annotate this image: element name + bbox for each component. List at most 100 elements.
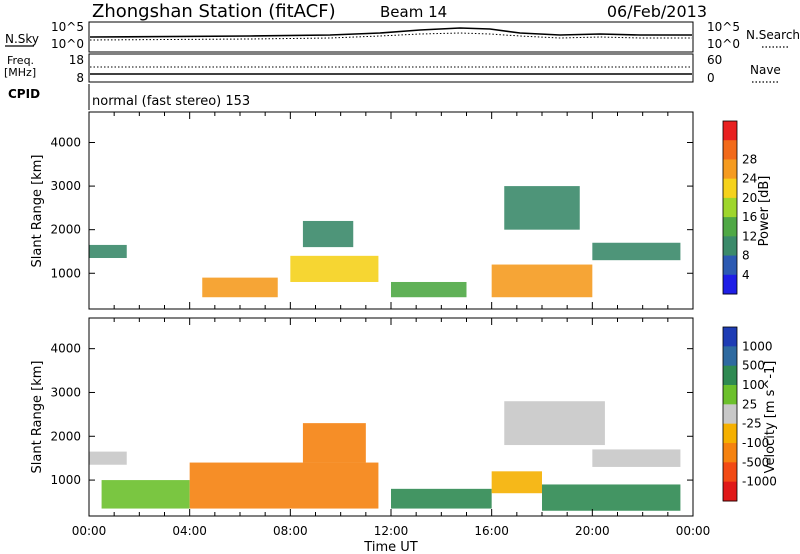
power-panel: Slant Range [km] 1000 2000 3000 4000 4 8 12 16… — [30, 111, 772, 310]
power-region-0 — [89, 244, 127, 259]
power-colorbar-tick-1: 8 — [742, 249, 750, 263]
velocity-region-4 — [391, 488, 492, 509]
x-tick-label-5: 20:00 — [575, 524, 610, 538]
noise-tick-right-top: 10^5 — [707, 20, 740, 34]
velocity-ylabel: Slant Range [km] — [30, 361, 45, 474]
freq-label-line1: Freq. — [7, 54, 34, 67]
power-colorbar-swatch-8 — [723, 274, 737, 295]
noise-left-label: N.Sky — [5, 32, 39, 46]
velocity-yticks: 1000 2000 3000 4000 — [50, 342, 693, 487]
velocity-colorbar-swatch-7 — [723, 462, 737, 483]
power-region-5 — [491, 264, 593, 298]
velocity-colorbar-tick-6: -500 — [742, 455, 769, 469]
freq-label-line2: [MHz] — [4, 66, 36, 79]
x-tick-label-2: 08:00 — [273, 524, 308, 538]
x-tick-label-0: 00:00 — [72, 524, 107, 538]
date-label: 06/Feb/2013 — [607, 2, 707, 21]
x-tick-label-4: 16:00 — [474, 524, 509, 538]
velocity-colorbar-swatch-3 — [723, 385, 737, 405]
power-ytick-label-3: 4000 — [50, 136, 81, 150]
velocity-data-layer — [89, 401, 681, 511]
cpid-mode-text: normal (fast stereo) 153 — [92, 94, 250, 109]
velocity-colorbar-swatch-0 — [723, 327, 737, 347]
power-data-layer — [89, 186, 681, 298]
velocity-region-3 — [302, 423, 366, 463]
x-tick-label-6: 00:00 — [676, 524, 711, 538]
power-colorbar-label: Power [dB] — [757, 176, 772, 247]
velocity-x-minor-ticks — [88, 318, 694, 516]
power-colorbar-swatch-3 — [723, 178, 737, 199]
station-title: Zhongshan Station (fitACF) — [92, 1, 336, 22]
velocity-region-8 — [592, 449, 681, 467]
power-ytick-label-0: 1000 — [50, 266, 81, 280]
velocity-region-6 — [504, 401, 605, 446]
velocity-region-5 — [491, 471, 542, 494]
velocity-ytick-label-1: 2000 — [50, 429, 81, 443]
power-ytick-label-2: 3000 — [50, 179, 81, 193]
power-colorbar-tick-5: 24 — [742, 172, 757, 186]
velocity-colorbar-tick-7: -1000 — [742, 475, 777, 489]
power-region-6 — [504, 186, 580, 230]
noise-tick-right-bottom: 10^0 — [707, 37, 740, 51]
power-region-4 — [391, 281, 467, 298]
velocity-colorbar-tick-0: 1000 — [742, 339, 773, 353]
noise-tick-left-bottom: 10^0 — [51, 37, 84, 51]
power-colorbar-tick-2: 12 — [742, 229, 757, 243]
power-colorbar-swatch-6 — [723, 236, 737, 257]
power-colorbar-tick-0: 4 — [742, 268, 750, 282]
power-region-7 — [592, 242, 681, 261]
noise-sky-line — [89, 27, 692, 38]
velocity-colorbar-frame — [722, 326, 738, 502]
velocity-ytick-label-3: 4000 — [50, 342, 81, 356]
velocity-colorbar-swatch-4 — [723, 404, 737, 425]
power-colorbar-swatch-0 — [723, 121, 737, 141]
noise-panel: N.Sky 10^5 10^0 10^5 10^0 N.Search — [5, 20, 800, 53]
cpid-panel: CPID normal (fast stereo) 153 — [8, 84, 250, 110]
x-tick-label-1: 04:00 — [172, 524, 207, 538]
velocity-colorbar-swatch-2 — [723, 365, 737, 386]
velocity-region-2 — [189, 462, 379, 509]
velocity-xticks: 00:00 04:00 08:00 12:00 16:00 20:00 00:00 — [72, 524, 711, 538]
power-colorbar-swatch-1 — [723, 140, 737, 160]
beam-label: Beam 14 — [380, 3, 447, 21]
velocity-region-7 — [542, 484, 681, 511]
power-colorbar-tick-6: 28 — [742, 152, 757, 166]
power-colorbar: 4 8 12 16 20 24 28 — [722, 120, 757, 295]
velocity-colorbar-tick-1: 500 — [742, 359, 765, 373]
velocity-colorbar-swatch-5 — [723, 423, 737, 444]
velocity-colorbar-swatch-1 — [723, 346, 737, 367]
velocity-colorbar-tick-3: 25 — [742, 397, 757, 411]
velocity-region-1 — [101, 480, 190, 509]
velocity-colorbar-label: Velocity [m s^-1] — [763, 361, 778, 474]
velocity-colorbar-tick-5: -100 — [742, 436, 769, 450]
velocity-colorbar-swatch-6 — [723, 443, 737, 463]
power-frame — [88, 111, 694, 310]
noise-tick-left-top: 10^5 — [51, 20, 84, 34]
power-yticks: 1000 2000 3000 4000 — [50, 136, 693, 280]
freq-tick-right-top: 60 — [707, 53, 722, 67]
velocity-ytick-label-2: 3000 — [50, 385, 81, 399]
noise-search-line — [89, 32, 692, 41]
power-colorbar-swatch-4 — [723, 197, 737, 218]
nave-label: Nave — [750, 63, 781, 77]
power-colorbar-tick-4: 20 — [742, 191, 757, 205]
x-axis-label: Time UT — [363, 540, 417, 554]
power-x-minor-ticks — [88, 112, 694, 309]
freq-tick-left-bottom: 8 — [76, 71, 84, 85]
velocity-colorbar-tick-2: 100 — [742, 378, 765, 392]
frequency-panel: Freq. [MHz] 18 8 60 0 Nave — [4, 53, 781, 85]
velocity-panel: Slant Range [km] 1000 2000 3000 4000 1000 50… — [30, 317, 778, 554]
velocity-colorbar-tick-4: -25 — [742, 417, 762, 431]
power-region-1 — [202, 277, 278, 298]
power-colorbar-swatch-5 — [723, 217, 737, 237]
velocity-ytick-label-0: 1000 — [50, 473, 81, 487]
velocity-region-0 — [89, 451, 127, 465]
freq-tick-left-top: 18 — [69, 53, 84, 67]
velocity-colorbar-swatch-8 — [723, 481, 737, 502]
x-tick-label-3: 12:00 — [374, 524, 409, 538]
power-region-3 — [302, 220, 354, 248]
power-ytick-label-1: 2000 — [50, 223, 81, 237]
power-colorbar-tick-3: 16 — [742, 210, 757, 224]
power-colorbar-swatch-2 — [723, 159, 737, 180]
